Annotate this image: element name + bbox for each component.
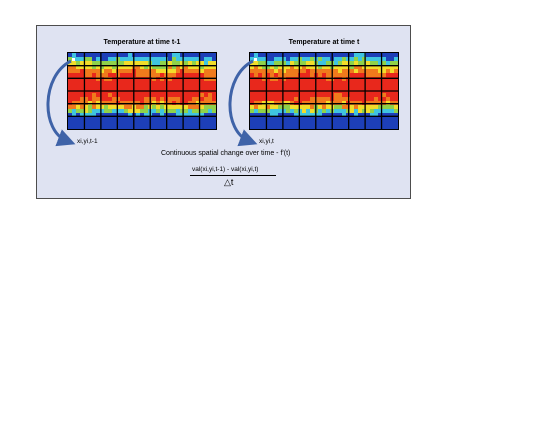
diagram-panel: Temperature at time t-1 Temperature at t… xyxy=(36,25,411,199)
curved-arrow-icon xyxy=(46,59,258,147)
grid-point-marker xyxy=(72,58,75,61)
formula-fraction-line xyxy=(190,175,276,176)
map-right-title: Temperature at time t xyxy=(288,39,360,46)
formula-numerator: val(xi,yi,t-1) - val(xi,yi,t) xyxy=(192,166,259,173)
grid-point-marker xyxy=(254,58,257,61)
point-left-label: xi,yi,t-1 xyxy=(77,138,98,145)
temperature-map-t xyxy=(249,52,399,130)
point-right-label: xi,yi,t xyxy=(259,138,274,145)
caption: Continuous spatial change over time - f'… xyxy=(161,150,291,157)
temperature-map-t-minus-1 xyxy=(67,52,217,130)
map-left-title: Temperature at time t-1 xyxy=(103,39,181,46)
formula-denominator: △t xyxy=(224,177,234,187)
